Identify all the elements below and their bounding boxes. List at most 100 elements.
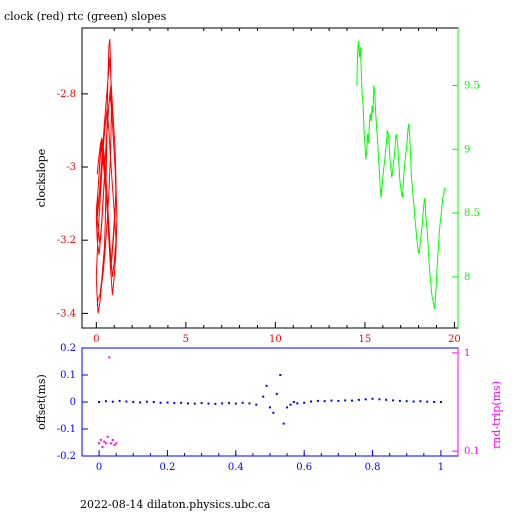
offset-point: [405, 400, 408, 403]
offset-point: [279, 374, 282, 376]
bottom-x-tick-label: 0.4: [228, 462, 244, 473]
offset-point: [187, 402, 189, 405]
bottom-yright-tick-label: 0.1: [464, 446, 480, 457]
top-yright-tick-label: 8.5: [464, 208, 480, 219]
offset-point: [344, 399, 347, 402]
offset-point: [104, 400, 107, 403]
top-x-tick-label: 20: [448, 334, 461, 345]
bottom-yleft-tick-label: -0.1: [57, 424, 76, 435]
top-yleft-tick-label: -3.4: [57, 308, 76, 319]
bottom-x-tick-label: 0.2: [160, 462, 176, 473]
bottom-plot-ticks: 0 0.2 0.4 0.6 0.8 1 0.2 0.1 0 -0.1 -0.2 1 0.1: [57, 343, 480, 473]
bottom-yleft-tick-label: -0.2: [57, 451, 76, 462]
top-plot-series: [95, 38, 446, 314]
top-plot: clockslope 0 5 10 15 20 -2.8 -3 -3.2 -3.4 9.5 9 8.5…: [35, 27, 480, 345]
offset-point: [152, 401, 155, 403]
offset-point: [145, 400, 148, 403]
offset-point: [275, 392, 278, 395]
rnd-trip-point: [111, 438, 114, 441]
offset-point: [286, 406, 289, 409]
offset-point: [289, 403, 292, 406]
bottom-yleft-tick-label: 0.2: [60, 343, 76, 354]
offset-point: [214, 402, 217, 405]
offset-point: [207, 402, 210, 405]
offset-point: [173, 402, 176, 405]
offset-point: [378, 398, 381, 401]
bottom-yright-tick-label: 1: [464, 348, 470, 359]
offset-point: [330, 399, 333, 402]
rnd-trip-point: [98, 442, 101, 445]
offset-point: [166, 401, 169, 404]
top-x-tick-label: 10: [269, 334, 282, 345]
rnd-trip-point: [106, 435, 109, 438]
rtc-series-line: [356, 40, 446, 310]
offset-point: [248, 402, 251, 405]
top-x-tick-label: 0: [93, 334, 99, 345]
offset-point: [111, 400, 114, 403]
offset-point: [98, 401, 101, 403]
offset-point: [296, 402, 299, 405]
offset-point: [371, 397, 374, 400]
offset-point: [118, 399, 121, 402]
offset-point: [255, 403, 258, 406]
top-yright-tick-label: 9.5: [464, 80, 480, 91]
rnd-trip-point: [115, 442, 118, 445]
bottom-yleft-tick-label: 0.1: [60, 370, 76, 381]
top-yright-tick-label: 9: [464, 144, 470, 155]
rnd-trip-point: [108, 356, 111, 359]
top-yleft-tick-label: -3: [66, 162, 76, 173]
offset-point: [241, 401, 244, 404]
offset-point: [234, 402, 237, 405]
top-x-tick-label: 15: [359, 334, 372, 345]
rnd-trip-point: [113, 444, 116, 447]
offset-point: [139, 401, 142, 404]
footer-host-date: 2022-08-14 dilaton.physics.ubc.ca: [80, 498, 271, 511]
offset-point: [159, 401, 162, 404]
offset-point: [364, 398, 367, 401]
offset-point: [392, 399, 395, 402]
offset-point: [180, 401, 183, 404]
offset-point: [310, 400, 312, 403]
bottom-plot-ylabel: offset(ms): [35, 374, 48, 430]
offset-point: [351, 399, 353, 402]
offset-point: [272, 411, 275, 414]
offset-point: [221, 402, 224, 405]
clock-series-line: [95, 38, 118, 314]
offset-point: [125, 400, 128, 403]
offset-point: [303, 401, 306, 404]
offset-point: [265, 384, 268, 387]
offset-point: [433, 401, 436, 403]
bottom-plot-series: [98, 356, 442, 448]
top-yright-tick-label: 8: [464, 272, 470, 283]
offset-point: [228, 402, 230, 405]
chart-title: clock (red) rtc (green) slopes: [4, 10, 167, 23]
bottom-plot: offset(ms) rnd-trip(ms) 0 0.2 0.4 0.6 0.8 1 0.…: [35, 343, 503, 473]
bottom-x-tick-label: 0: [96, 462, 102, 473]
offset-point: [385, 398, 388, 401]
bottom-yleft-tick-label: 0: [70, 397, 76, 408]
offset-point: [132, 401, 135, 403]
top-x-tick-label: 5: [183, 334, 189, 345]
offset-point: [292, 401, 295, 403]
offset-point: [426, 400, 429, 403]
offset-point: [439, 401, 442, 403]
bottom-plot-ylabel-right: rnd-trip(ms): [490, 381, 503, 449]
offset-point: [200, 402, 203, 405]
offset-point: [323, 400, 326, 403]
rnd-trip-point: [110, 442, 113, 445]
top-yleft-tick-label: -2.8: [57, 89, 76, 100]
bottom-x-tick-label: 1: [438, 462, 444, 473]
top-plot-ticks: 0 5 10 15 20 -2.8 -3 -3.2 -3.4 9.5 9 8.5 8: [57, 28, 480, 345]
rnd-trip-point: [99, 438, 102, 441]
bottom-x-tick-label: 0.8: [365, 462, 381, 473]
top-plot-ylabel: clockslope: [35, 149, 48, 207]
offset-point: [269, 406, 271, 409]
bottom-x-tick-label: 0.6: [296, 462, 312, 473]
offset-point: [357, 398, 360, 401]
offset-point: [193, 402, 196, 405]
rnd-trip-point: [104, 442, 107, 445]
offset-point: [316, 399, 319, 402]
offset-point: [412, 400, 415, 403]
